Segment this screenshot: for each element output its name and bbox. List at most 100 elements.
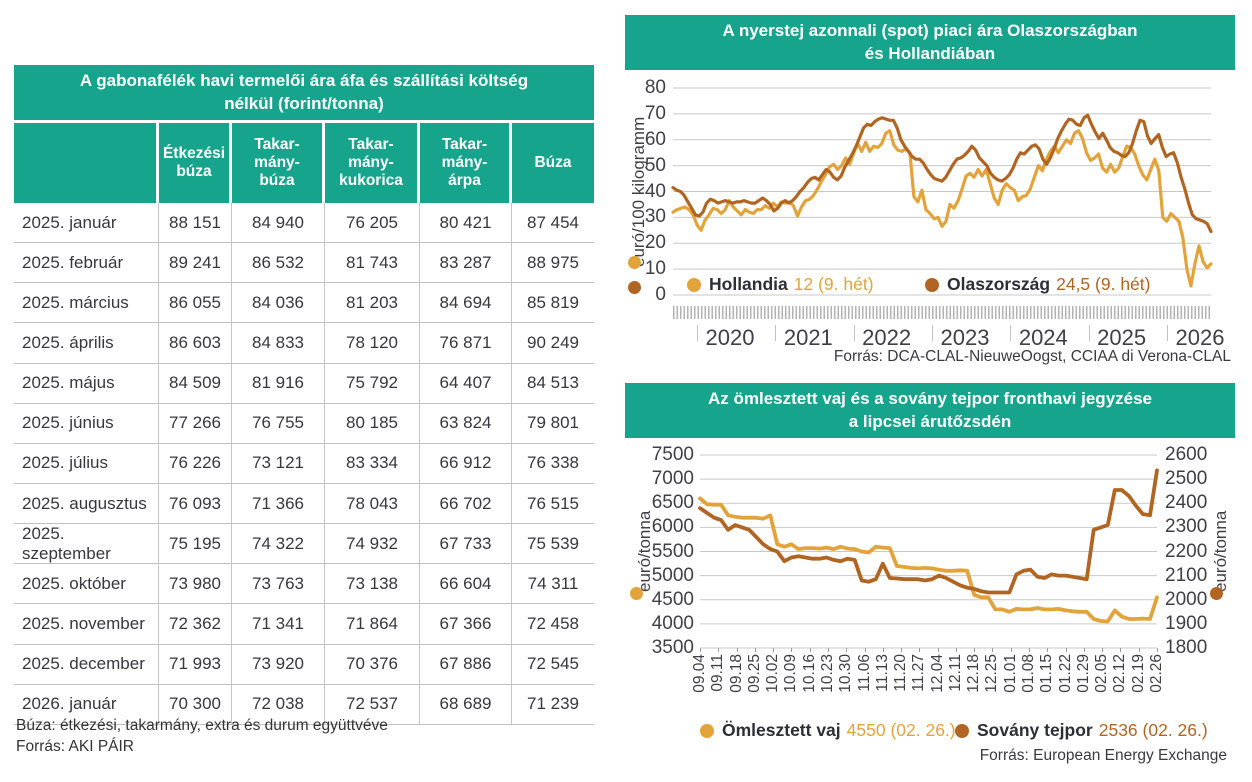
legend-hollandia: Hollandia 12 (9. hét): [687, 274, 874, 295]
table-cell: 71 864: [325, 604, 420, 644]
table-cell: 75 792: [325, 363, 420, 403]
table-cell: 72 362: [159, 604, 232, 644]
y-axis-tick-label: 2600: [1165, 444, 1208, 465]
series-line-Hollandia: [671, 129, 1213, 288]
table-cell: 84 513: [527, 373, 579, 393]
dark-series-axis-dot: [1210, 587, 1223, 600]
light-series-axis-dot: [630, 587, 643, 600]
grain-price-table: A gabonafélék havi termelői ára áfa és s…: [14, 65, 594, 725]
column-header: Takar- mány- búza: [232, 123, 325, 203]
chart1-x-axis: 2020 2021 2022 2023 2024 2025 2026: [673, 319, 1224, 350]
row-label: 2025. január: [14, 203, 159, 243]
x-axis-tickmark: [974, 648, 976, 652]
column-header: Étkezési búza: [159, 123, 232, 203]
y-axis-tick-label: 2200: [1165, 540, 1208, 562]
x-axis-year-label: 2022: [862, 325, 912, 350]
row-label: 2025. december: [14, 644, 159, 684]
table-cell: 86 055: [159, 283, 232, 323]
table-footnote: Búza: étkezési, takarmány, extra és duru…: [16, 716, 388, 758]
x-axis-tickmark: [827, 648, 829, 652]
legend-name: Ömlesztett vaj: [722, 720, 841, 740]
y-axis-tick-label: 5500: [651, 540, 694, 562]
row-label: 2025. február: [14, 243, 159, 283]
x-axis-date-label: 09.11: [709, 654, 727, 692]
table-cell: 63 824: [420, 403, 512, 443]
table-row: 2025. november 72 362 71 341 71 864 67 366 72…: [14, 604, 594, 645]
footnote-line: Búza: étkezési, takarmány, extra és duru…: [16, 717, 388, 734]
table-cell: 76 338: [527, 453, 579, 473]
x-axis-date-label: 09.25: [745, 654, 763, 693]
table-row: 2025. október 73 980 73 763 73 138 66 604 74 …: [14, 564, 594, 605]
chart1-source: Forrás: DCA-CLAL-NieuweOogst, CCIAA di V…: [833, 348, 1231, 365]
dark-series-axis-dot: [628, 281, 641, 294]
table-cell: 72 038: [232, 684, 325, 724]
y-axis-tick-label: 60: [644, 128, 666, 150]
olaszorszag-legend-dot: [925, 278, 939, 292]
year-separator: [1010, 325, 1012, 341]
x-axis-date-label: 10.09: [782, 654, 800, 693]
table-cell: 76 871: [420, 323, 512, 363]
table-row: 2025. szeptember 75 195 74 322 74 932 67 733…: [14, 524, 594, 565]
x-axis-date-label: 01.01: [1001, 654, 1019, 693]
year-separator: [697, 325, 698, 341]
table-cell: 81 203: [325, 283, 420, 323]
table-cell: 79 801: [527, 413, 579, 433]
x-axis-year-label: 2023: [940, 325, 990, 350]
x-axis-tickmark: [1157, 648, 1158, 652]
table-cell: 66 702: [420, 483, 512, 524]
table-cell: 84 509: [159, 363, 232, 403]
x-axis-date-label: 02.05: [1093, 654, 1111, 693]
table-cell: 71 341: [232, 604, 325, 644]
row-label: 2025. március: [14, 283, 159, 323]
table-cell: 83 287: [420, 243, 512, 283]
table-title: A gabonafélék havi termelői ára áfa és s…: [14, 65, 594, 123]
table-cell: 85 819: [527, 292, 579, 312]
year-separator: [853, 325, 855, 341]
x-axis-tickmark: [846, 648, 848, 652]
legend-vaj: Ömlesztett vaj 4550 (02. 26.): [700, 720, 956, 741]
table-cell: 84 940: [232, 203, 325, 243]
table-row: 2026. január 70 300 72 038 72 537 68 689 71 2…: [14, 684, 594, 725]
x-axis-date-label: 01.29: [1074, 654, 1092, 693]
x-axis-tickmark: [901, 648, 903, 652]
y-axis-tick-label: 1900: [1165, 612, 1208, 634]
table-cell: 86 532: [232, 243, 325, 283]
table-row: 2025. július 76 226 73 121 83 334 66 912 76 3…: [14, 443, 594, 484]
table-row: 2025. január 88 151 84 940 76 205 80 421 87 4…: [14, 203, 594, 244]
table-cell: 76 205: [325, 203, 420, 243]
legend-name: Olaszország: [947, 274, 1051, 294]
y-axis-tick-label: 2300: [1165, 516, 1208, 538]
table-row: 2025. március 86 055 84 036 81 203 84 694 85 …: [14, 283, 594, 324]
x-axis-tickmark: [992, 648, 994, 652]
table-cell: 73 763: [232, 564, 325, 604]
table-cell: 75 195: [159, 524, 232, 565]
milk-spot-chart-panel: A nyerstej azonnali (spot) piaci ára Ola…: [625, 15, 1235, 377]
x-axis-date-label: 10.30: [837, 654, 855, 693]
table-cell: 83 334: [325, 443, 420, 483]
chart1-title: A nyerstej azonnali (spot) piaci ára Ola…: [625, 15, 1235, 70]
y-axis-tick-label: 4000: [651, 612, 694, 634]
x-axis-tickmark: [754, 648, 756, 652]
row-label: 2025. október: [14, 564, 159, 604]
x-axis-date-label: 09.18: [727, 654, 745, 693]
y-axis-tick-label: 2500: [1165, 468, 1208, 490]
table-cell: 76 515: [527, 493, 579, 513]
table-cell: 68 689: [420, 684, 512, 724]
year-separator: [1088, 325, 1090, 341]
table-cell: 78 120: [325, 323, 420, 363]
x-axis-tickmark: [791, 648, 793, 652]
x-axis-date-label: 11.27: [910, 654, 928, 692]
table-cell: 74 322: [232, 524, 325, 565]
table-cell: 75 539: [527, 534, 579, 554]
legend-value: 4550 (02. 26.): [846, 720, 956, 740]
table-cell: 70 376: [325, 644, 420, 684]
x-axis-tickmark: [955, 648, 957, 652]
chart2-x-axis: 09.04 09.11 09.18 09.25 10.02 10.09 10.16 10.23…: [691, 654, 1165, 718]
chart1-weekly-tickstrip: [673, 306, 1211, 319]
table-cell: 84 694: [420, 283, 512, 323]
table-cell: 76 226: [159, 443, 232, 483]
table-cell: 67 733: [420, 524, 512, 565]
legend-value: 2536 (02. 26.): [1098, 720, 1208, 740]
x-axis-tickmark: [1138, 648, 1140, 652]
series-line-Ömlesztett vaj: [698, 496, 1159, 624]
